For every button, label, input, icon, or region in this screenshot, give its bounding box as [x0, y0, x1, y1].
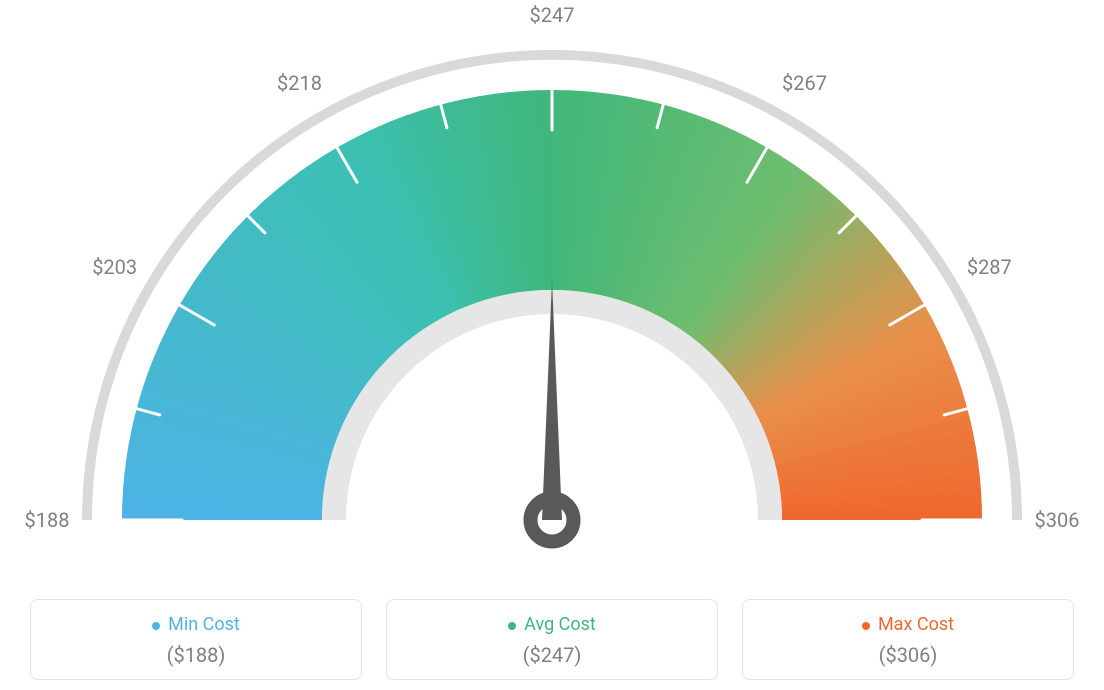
gauge-tick-label: $218 [277, 71, 322, 95]
legend-value-min: ($188) [41, 643, 351, 667]
legend-row: Min Cost ($188) Avg Cost ($247) Max Cost… [0, 599, 1104, 680]
cost-gauge: $188 $203 $218 $247 $267 $287 $306 [0, 0, 1104, 560]
gauge-tick-label: $188 [25, 508, 70, 532]
gauge-tick-label: $267 [782, 71, 827, 95]
legend-card-max: Max Cost ($306) [742, 599, 1074, 680]
legend-card-avg: Avg Cost ($247) [386, 599, 718, 680]
legend-label-min: Min Cost [168, 614, 240, 635]
gauge-needle [542, 280, 562, 520]
legend-title-avg: Avg Cost [508, 614, 596, 635]
gauge-tick-label: $306 [1035, 508, 1080, 532]
gauge-tick-label: $247 [530, 3, 575, 27]
gauge-tick-label: $287 [967, 255, 1012, 279]
legend-card-min: Min Cost ($188) [30, 599, 362, 680]
gauge-svg [0, 0, 1104, 560]
legend-dot-max [862, 622, 870, 630]
legend-title-max: Max Cost [862, 614, 954, 635]
legend-dot-avg [508, 622, 516, 630]
legend-dot-min [152, 622, 160, 630]
legend-value-avg: ($247) [397, 643, 707, 667]
legend-label-avg: Avg Cost [524, 614, 596, 635]
legend-value-max: ($306) [753, 643, 1063, 667]
legend-label-max: Max Cost [878, 614, 954, 635]
legend-title-min: Min Cost [152, 614, 240, 635]
gauge-tick-label: $203 [92, 255, 137, 279]
